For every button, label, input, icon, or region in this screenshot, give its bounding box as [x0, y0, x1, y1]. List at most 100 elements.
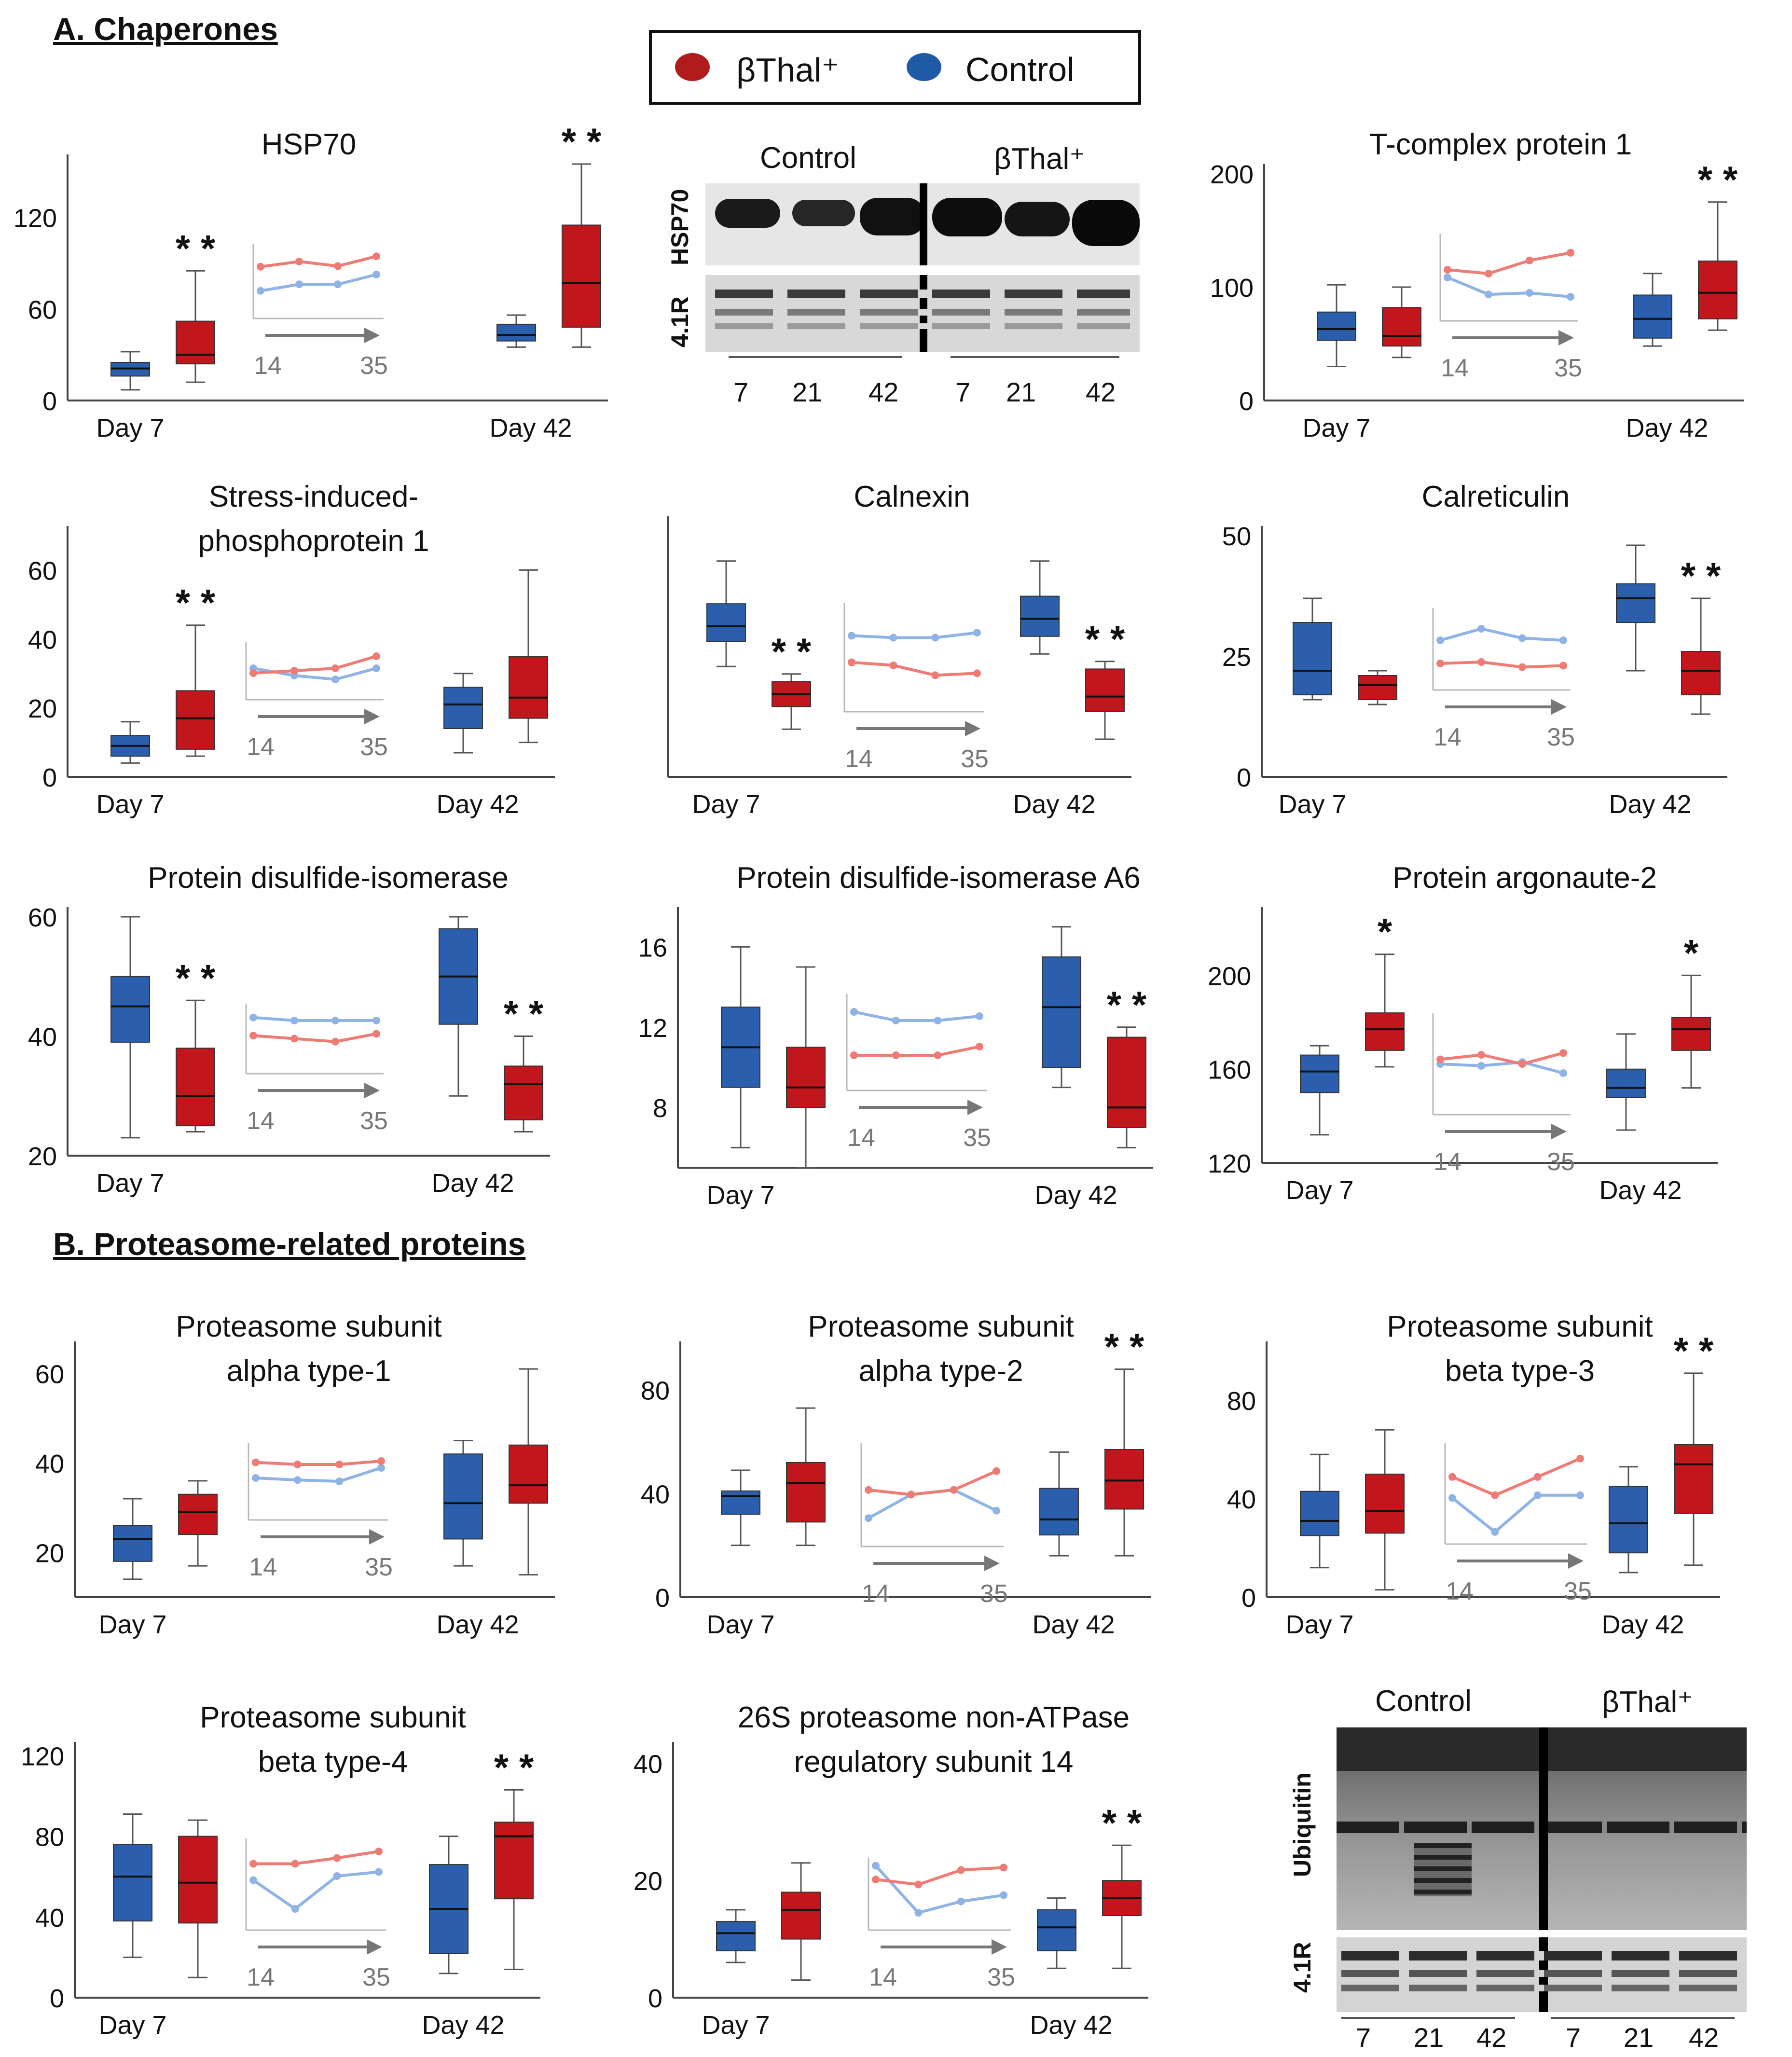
x-tick-label: Day 7 — [98, 2011, 166, 2040]
inset-point-bthal — [1436, 660, 1444, 667]
inset-point-bthal — [334, 262, 342, 270]
box-control — [1317, 311, 1356, 341]
inset-x-label: 14 — [1441, 354, 1469, 382]
inset-point-bthal — [249, 1032, 257, 1040]
chart-title: alpha type-2 — [858, 1354, 1023, 1388]
y-tick-label: 0 — [648, 1984, 662, 2013]
box-bthal — [781, 1891, 821, 1940]
x-tick-label: Day 42 — [1030, 2011, 1112, 2040]
box-control — [443, 1453, 483, 1540]
significance-marker: * * — [1102, 1801, 1142, 1844]
chart-title: beta type-4 — [258, 1745, 408, 1779]
x-tick-label: Day 42 — [1626, 414, 1708, 442]
blot-hsp70-strip — [705, 183, 1140, 265]
legend-control-label: Control — [965, 51, 1075, 88]
y-tick-label: 120 — [21, 1742, 64, 1771]
inset-point-control — [992, 1506, 1000, 1515]
inset-arrow-head — [984, 1556, 1000, 1571]
inset-point-control — [914, 1909, 923, 1917]
blot-header-bthal: βThal⁺ — [1602, 1685, 1693, 1719]
inset-x-label: 35 — [362, 1963, 390, 1991]
inset-arrow-head — [364, 1083, 380, 1098]
inset-point-bthal — [865, 1486, 872, 1494]
blot-header-bthal: βThal⁺ — [994, 142, 1085, 176]
band-41r-low — [1341, 1985, 1742, 1991]
box-bthal — [176, 320, 215, 365]
inset-point-control — [249, 1013, 257, 1022]
inset-line-control — [260, 273, 377, 292]
inset-point-bthal — [934, 1051, 942, 1059]
y-tick-label: 40 — [35, 1450, 64, 1478]
inset-point-bthal — [291, 1860, 299, 1868]
y-tick-label: 0 — [655, 1584, 670, 1613]
inset-point-bthal — [290, 667, 298, 675]
inset-arrow-head — [364, 328, 380, 343]
x-tick-label: Day 7 — [96, 414, 164, 442]
inset-point-bthal — [331, 664, 339, 672]
inset-line-bthal — [253, 1850, 379, 1865]
inset-point-bthal — [1000, 1864, 1007, 1872]
box-bthal — [509, 656, 548, 719]
inset-point-bthal — [907, 1491, 915, 1499]
box-control — [1633, 294, 1672, 339]
box-bthal — [562, 224, 601, 328]
inset-x-label: 14 — [247, 1963, 275, 1991]
inset-point-control — [1477, 625, 1485, 633]
inset-point-control — [1559, 1069, 1567, 1077]
chart-title: Stress-induced- — [209, 480, 418, 513]
inset-line-bthal — [1440, 1051, 1564, 1066]
box-control — [721, 1490, 760, 1515]
significance-marker: * * — [772, 630, 812, 673]
inset-x-label: 14 — [1446, 1577, 1474, 1605]
inset-arrow-head — [364, 709, 380, 724]
x-tick-label: Day 7 — [1302, 414, 1370, 442]
inset-arrow-head — [1558, 330, 1574, 345]
inset-x-label: 35 — [1547, 1148, 1575, 1176]
chart-title: 26S proteasome non-ATPase — [738, 1701, 1130, 1734]
ubiq-ladder — [1414, 1843, 1472, 1896]
inset-line-bthal — [875, 1866, 1004, 1886]
inset-point-control — [1559, 636, 1567, 644]
band-ctrl-7 — [715, 199, 780, 228]
chart-title: T-complex protein 1 — [1369, 128, 1632, 161]
blot-underline-bthal — [1551, 2017, 1735, 2019]
inset-point-control — [372, 664, 380, 672]
box-bthal — [494, 1822, 534, 1900]
inset-x-label: 14 — [1434, 1148, 1461, 1176]
inset-point-control — [889, 634, 897, 642]
significance-marker: * — [1684, 931, 1699, 974]
chart-title: Calreticulin — [1422, 480, 1570, 513]
x-tick-label: Day 42 — [1032, 1610, 1115, 1639]
significance-marker: * * — [176, 956, 216, 999]
box-bthal — [1365, 1012, 1405, 1051]
x-tick-label: Day 7 — [706, 1610, 774, 1639]
significance-marker: * * — [1698, 158, 1738, 201]
x-tick-label: Day 7 — [702, 2011, 770, 2040]
band-ctrl-42 — [860, 198, 925, 235]
chart-title: HSP70 — [262, 128, 356, 161]
inset-point-control — [1533, 1491, 1542, 1499]
inset-point-bthal — [290, 1035, 298, 1043]
inset-point-control — [372, 271, 380, 278]
inset-point-bthal — [1436, 1055, 1444, 1063]
inset-point-bthal — [1477, 658, 1485, 666]
inset-x-label: 14 — [249, 1553, 277, 1581]
inset-point-control — [295, 280, 303, 289]
inset-point-control — [976, 1012, 983, 1020]
inset-point-bthal — [257, 262, 264, 271]
x-tick-label: Day 7 — [692, 790, 760, 819]
chart-title: Protein disulfide-isomerase — [148, 861, 509, 895]
inset-point-bthal — [249, 1860, 257, 1868]
inset-x-label: 35 — [360, 352, 388, 380]
chart-title: alpha type-1 — [226, 1354, 391, 1388]
box-bthal — [176, 1048, 215, 1127]
y-tick-label: 25 — [1222, 643, 1251, 672]
inset-line-control — [255, 1466, 382, 1483]
y-tick-label: 60 — [28, 903, 57, 932]
band-41r-low — [715, 323, 1130, 329]
inset-arrow-head — [1551, 1124, 1567, 1139]
ubiquitin-western-blot: Control βThal⁺ Ubiquitin 4.1R 7 21 42 7 … — [1274, 1684, 1756, 2053]
inset-point-bthal — [1567, 248, 1574, 257]
lane-label: 42 — [1086, 377, 1116, 407]
y-tick-label: 200 — [1210, 160, 1254, 189]
